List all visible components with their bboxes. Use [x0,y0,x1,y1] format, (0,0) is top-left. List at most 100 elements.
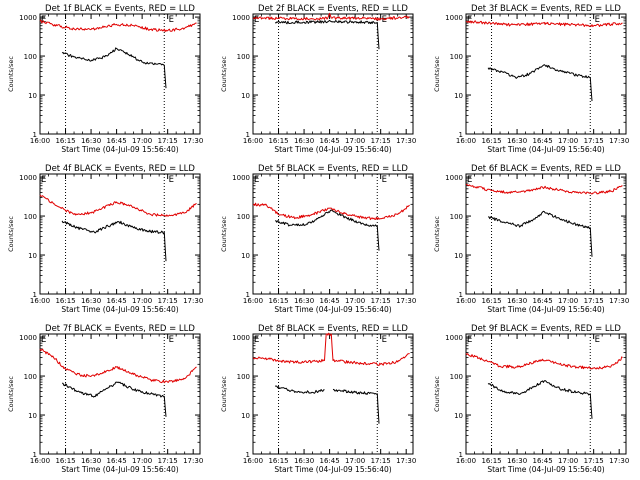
series-lld [39,194,197,217]
x-tick-label: 16:30 [294,297,314,305]
x-tick-label: 17:00 [558,297,578,305]
y-tick-label: 1000 [19,14,37,22]
y-tick-label: 10 [28,92,37,100]
panel-det-4: Det 4f BLACK = Events, RED = LLD Counts/s… [7,164,203,314]
plot-frame [465,173,627,295]
series-events [62,381,167,417]
x-tick-label: 17:15 [371,297,391,305]
x-tick-label: 17:15 [158,137,178,145]
panel-det-8: Det 8f BLACK = Events, RED = LLD Counts/s… [220,324,416,474]
y-tick-label: 1 [246,451,250,459]
y-tick-label: 100 [450,53,463,61]
x-axis-label: Start Time (04-Jul-09 15:56:40) [61,145,178,154]
y-tick-label: 1 [459,451,463,459]
series-events [274,19,380,50]
y-axis-label: Counts/sec [220,216,228,252]
series-lld [252,12,410,21]
series-events [487,64,593,102]
plot-frame [39,333,201,455]
panel-det-9: Det 9f BLACK = Events, RED = LLD Counts/s… [433,324,629,474]
x-tick-label: 16:00 [456,137,476,145]
x-tick-label: 17:30 [609,297,629,305]
y-tick-label: 1000 [445,334,463,342]
x-tick-label: 16:45 [320,297,340,305]
x-tick-label: 17:15 [584,137,604,145]
plot-frame [39,13,201,135]
x-tick-label: 16:45 [533,457,553,465]
y-axis-label: Counts/sec [7,56,15,92]
event-marker-label: E [41,15,46,25]
x-tick-label: 16:15 [55,457,75,465]
x-tick-label: 16:00 [243,297,263,305]
panel-det-2: Det 2f BLACK = Events, RED = LLD Counts/s… [220,4,416,154]
event-marker-label: E [467,15,472,25]
panel-det-5: Det 5f BLACK = Events, RED = LLD Counts/s… [220,164,416,314]
y-tick-label: 1 [246,291,250,299]
x-tick-label: 16:45 [107,137,127,145]
y-tick-label: 1000 [19,174,37,182]
y-tick-label: 10 [241,412,250,420]
x-tick-label: 16:15 [481,297,501,305]
y-axis-label: Counts/sec [220,56,228,92]
y-tick-label: 100 [24,213,37,221]
plot-frame [252,333,414,455]
panel-title: Det 1f BLACK = Events, RED = LLD [45,4,195,14]
y-tick-label: 1 [33,451,37,459]
panel-title: Det 8f BLACK = Events, RED = LLD [258,324,408,334]
x-tick-label: 17:00 [132,457,152,465]
x-tick-label: 17:30 [183,457,203,465]
series-lld [465,20,623,28]
x-tick-label: 16:15 [55,297,75,305]
y-tick-label: 1 [459,131,463,139]
event-marker-label: E [467,335,472,345]
series-lld [39,19,197,33]
y-tick-label: 10 [28,252,37,260]
series-lld [252,202,410,221]
panel-det-7: Det 7f BLACK = Events, RED = LLD Counts/s… [7,324,203,474]
y-tick-label: 100 [237,213,250,221]
x-axis-label: Start Time (04-Jul-09 15:56:40) [487,465,604,474]
plot-frame [465,333,627,455]
x-tick-label: 16:00 [456,457,476,465]
event-marker-label: E [595,15,600,25]
x-tick-label: 16:15 [268,137,288,145]
x-tick-label: 16:15 [481,457,501,465]
x-tick-label: 16:45 [107,297,127,305]
y-tick-label: 1 [33,291,37,299]
x-tick-label: 16:30 [507,297,527,305]
panel-det-6: Det 6f BLACK = Events, RED = LLD Counts/s… [433,164,629,314]
x-tick-label: 16:15 [481,137,501,145]
x-tick-label: 16:15 [55,137,75,145]
x-tick-label: 16:45 [533,297,553,305]
event-marker-label: E [169,15,174,25]
x-tick-label: 16:30 [507,137,527,145]
event-marker-label: E [254,175,259,185]
x-tick-label: 17:30 [183,297,203,305]
y-tick-label: 10 [454,252,463,260]
x-tick-label: 17:30 [609,457,629,465]
event-marker-label: E [595,175,600,185]
series-events [488,210,593,257]
x-tick-label: 17:00 [132,137,152,145]
event-marker-label: E [382,175,387,185]
y-tick-label: 1000 [232,334,250,342]
plot-frame [252,173,414,295]
series-lld [252,332,410,367]
panel-det-3: Det 3f BLACK = Events, RED = LLD Counts/s… [433,4,629,154]
event-marker-label: E [595,335,600,345]
y-axis-label: Counts/sec [433,216,441,252]
y-tick-label: 100 [237,53,250,61]
plot-frame [252,13,414,135]
x-axis-label: Start Time (04-Jul-09 15:56:40) [487,305,604,314]
x-tick-label: 17:15 [584,297,604,305]
x-tick-label: 17:15 [371,137,391,145]
panel-det-1: Det 1f BLACK = Events, RED = LLD Counts/s… [7,4,203,154]
x-tick-label: 16:15 [268,457,288,465]
x-tick-label: 16:45 [320,137,340,145]
x-tick-label: 17:00 [558,137,578,145]
x-tick-label: 16:30 [81,137,101,145]
event-marker-label: E [41,335,46,345]
x-tick-label: 16:30 [294,457,314,465]
x-axis-label: Start Time (04-Jul-09 15:56:40) [61,305,178,314]
y-tick-label: 10 [28,412,37,420]
